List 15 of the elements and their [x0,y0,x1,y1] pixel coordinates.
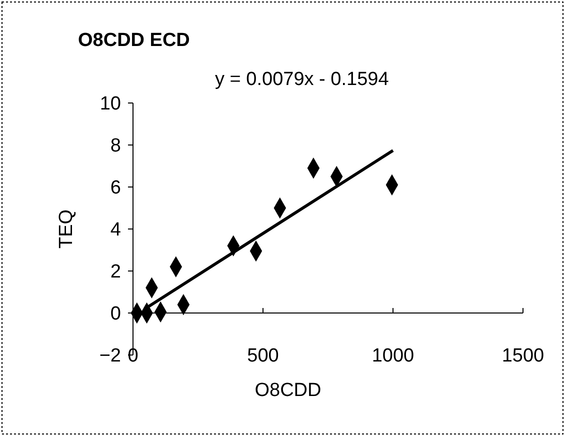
x-tick-label: 1000 [372,346,414,367]
y-tick-label: 10 [100,94,121,115]
y-tick-label: 4 [110,220,122,241]
x-tick-label: 0 [128,346,138,367]
text: y = 0.0079x - 0.1594 [215,69,390,90]
y-tick-label: 0 [110,304,121,325]
x-axis-title: O8CDD [254,380,322,401]
y-tick-label: −2 [99,346,121,367]
y-axis-title: TEQ [56,209,77,249]
chart-title: O8CDD ECD [78,30,190,51]
y-tick-label: 2 [110,262,121,283]
y-tick-label: 8 [110,136,121,157]
x-tick-label: 1500 [502,346,544,367]
y-tick-label: 6 [110,178,121,199]
x-tick-label: 500 [247,346,279,367]
